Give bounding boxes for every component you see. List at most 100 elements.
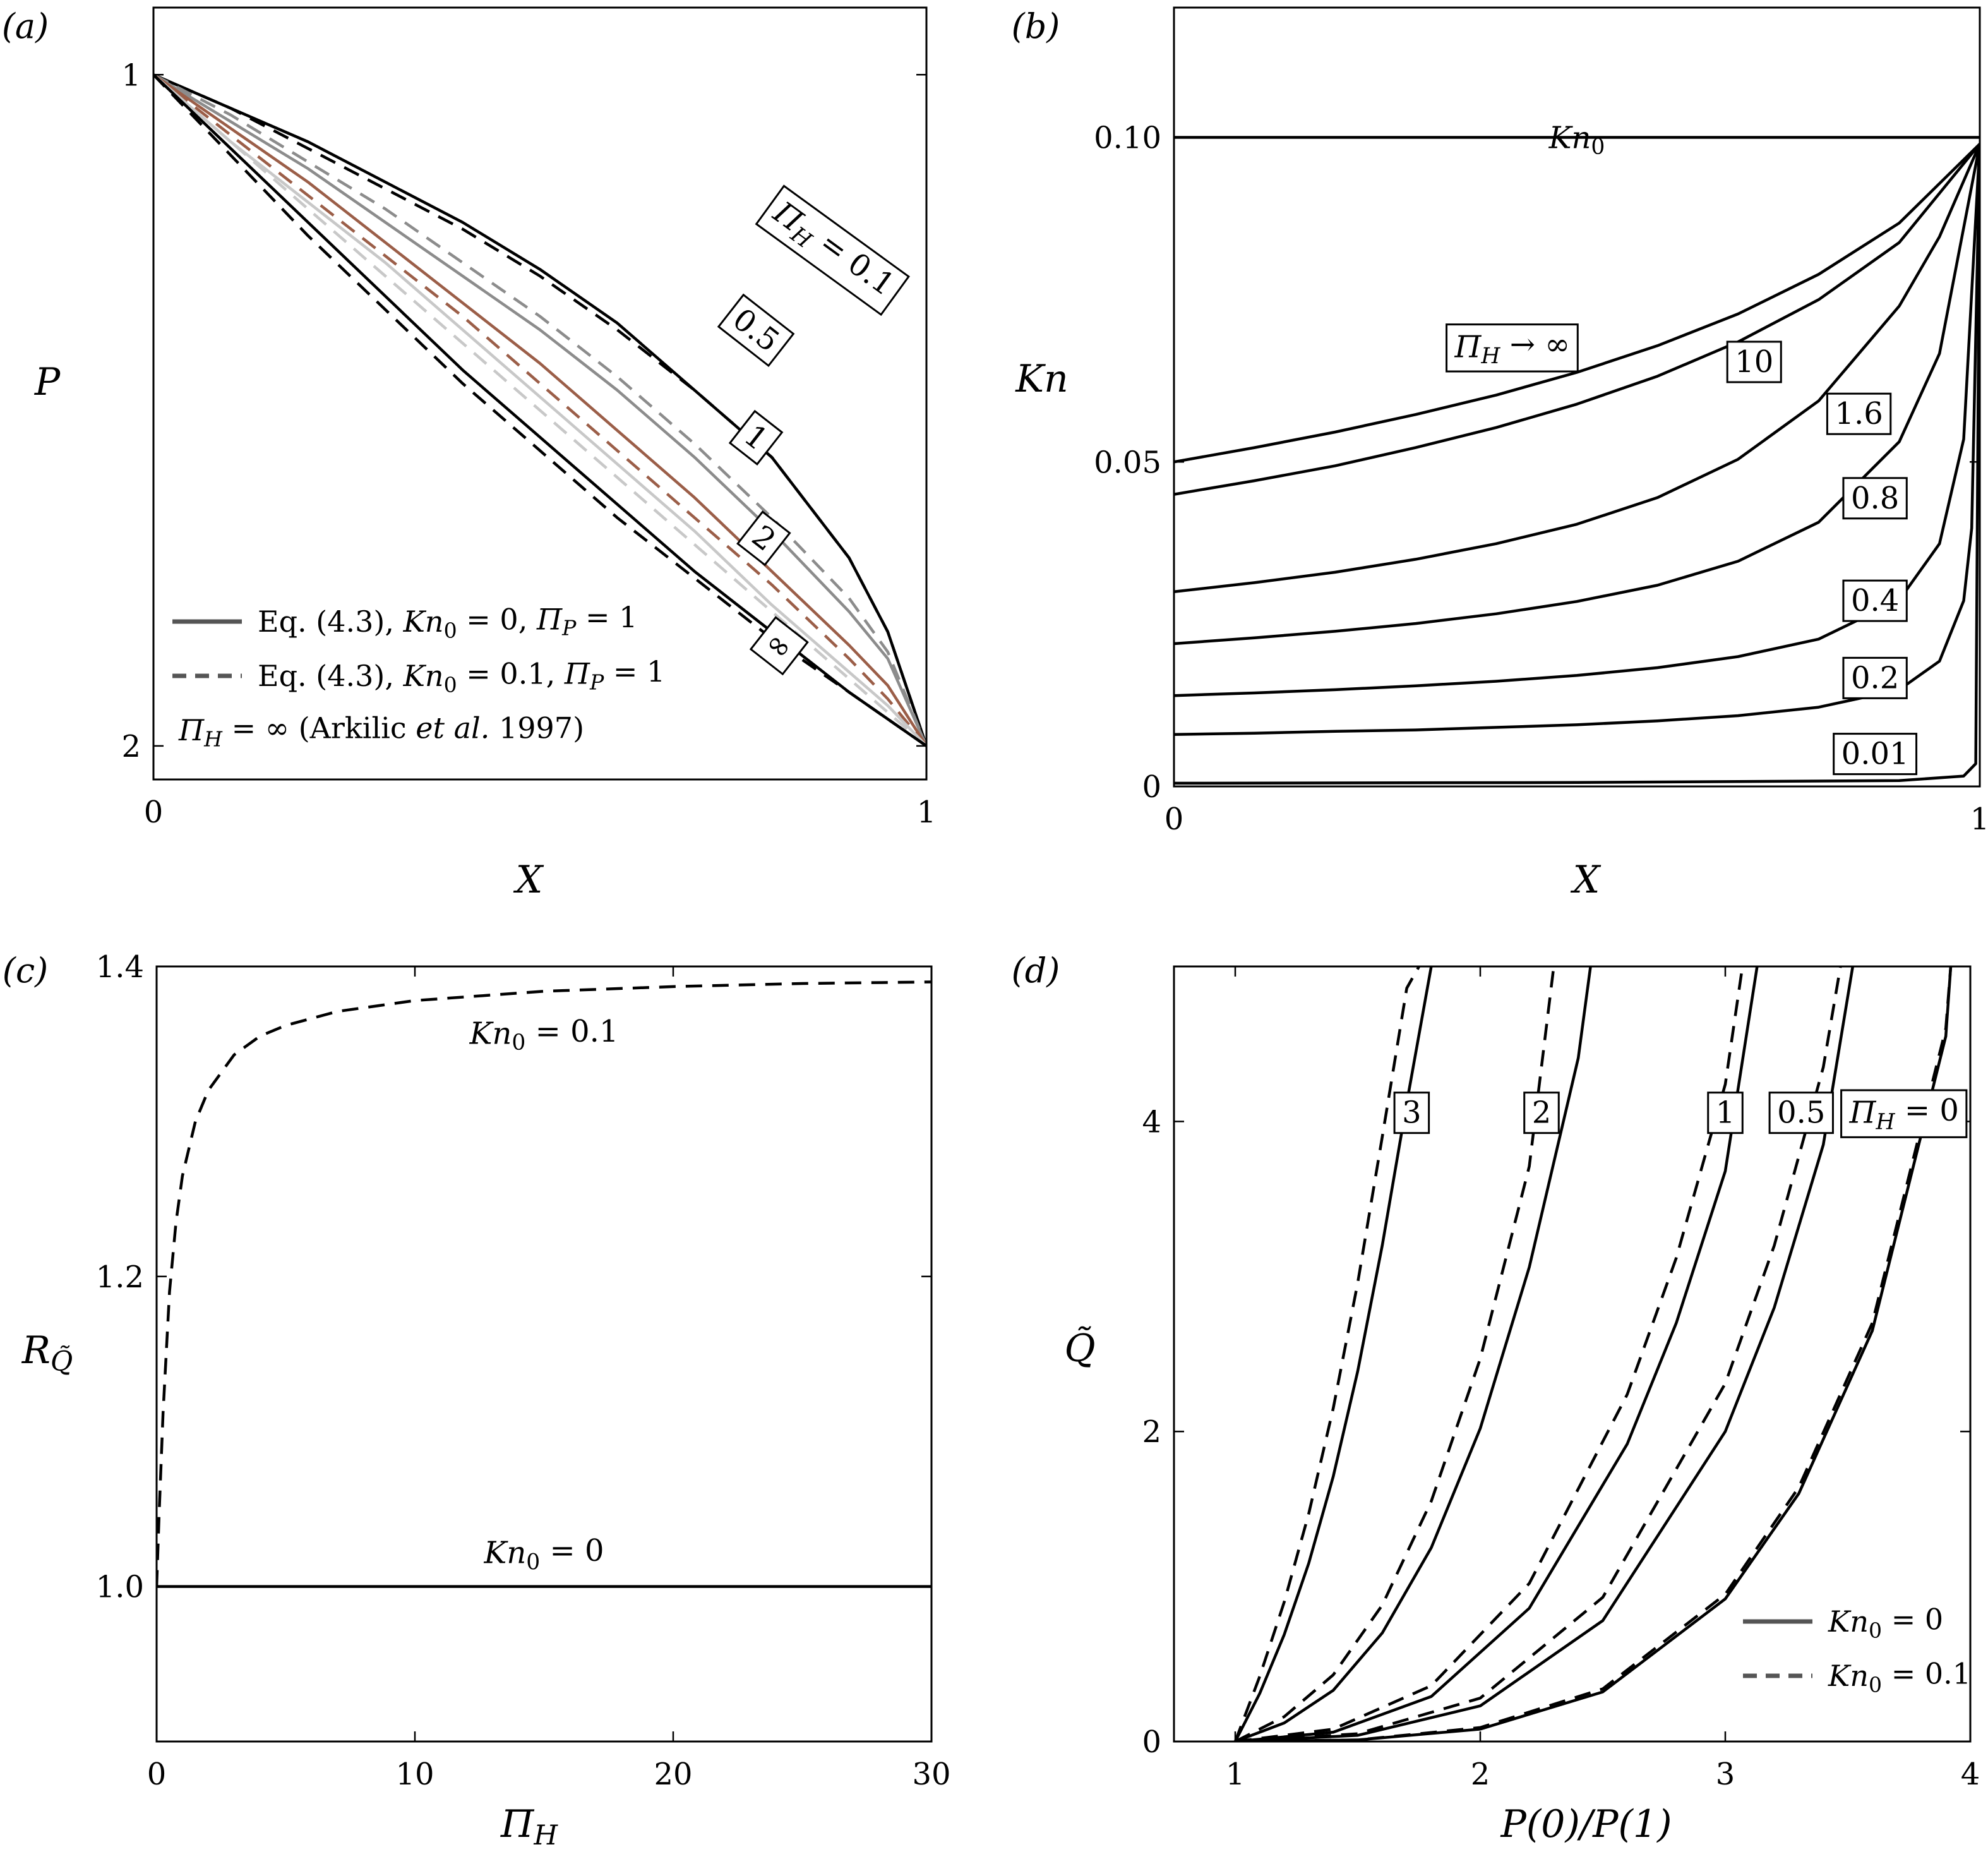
curve-label-text: 0.01 [1841,737,1909,772]
series-line-2 [1174,143,1980,496]
text-run: Kn [1828,1659,1869,1693]
x-tick-label: 0 [147,1757,167,1792]
curve-label-box [1726,340,1782,383]
text-run: 0 [444,672,457,697]
plot-frame [1173,965,1972,1743]
text-run: 2 [1532,1095,1552,1131]
curve-label: 0.5 [717,293,795,368]
curve-label: 2 [1523,1092,1560,1134]
text-run: Π [500,1802,535,1846]
curve-label-text: 10 [1735,344,1773,380]
text-run: P [34,360,61,404]
curve-label-text: 0.8 [1851,481,1899,516]
text-run: R [21,1328,51,1373]
legend-entry-text: ΠH = ∞ (Arkilic et al. 1997) [178,711,584,751]
text-run: = 1 [604,654,665,689]
curve-label: ΠH = 0 [1840,1089,1968,1138]
series-line-3 [1234,966,1555,1742]
text-run: = ∞ (Arkilic [222,711,416,745]
y-tick-label: 0.05 [1094,445,1161,480]
curve-label-text: ΠH = 0.1 [764,193,901,308]
y-tick-label: 1 [121,57,141,93]
curve-label-text: 1 [1716,1095,1735,1131]
text-run: 10 [1735,344,1773,380]
text-run: → ∞ [1500,327,1571,363]
y-axis-label: P [34,360,61,404]
curve-label-text: Kn0 = 0.1 [469,1014,619,1056]
x-tick-label: 20 [654,1757,692,1792]
series-line-2 [1235,966,1592,1742]
x-axis-label: P(0)/P(1) [1500,1802,1672,1846]
series-line-1 [153,73,926,747]
text-run: 0 [1869,1672,1882,1697]
text-run: = 0.1 [525,1014,618,1049]
legend-entry-text: Eq. (4.3), Kn0 = 0.1, ΠP = 1 [258,654,665,697]
series-line-7 [1235,966,1842,1742]
legend-entry-text: Kn0 = 0.1 [1828,1656,1971,1697]
y-axis-label: Kn [1015,357,1068,401]
panel-label: (a) [2,6,49,46]
text-run: P [561,616,577,641]
text-run: H [1875,1109,1895,1134]
curve-label-box [755,184,910,316]
y-tick-label: 4 [1142,1104,1161,1140]
x-axis-label: X [1571,858,1602,902]
series-line-6 [1235,966,1855,1742]
curve-label: Kn0 = 0 [483,1533,604,1575]
text-run: 0 [512,1030,525,1056]
text-run: X [1571,858,1602,902]
text-run: 0 [1591,135,1605,160]
series-line-2 [153,73,926,747]
series-line-1 [1233,966,1420,1742]
plot-frame [1173,6,1981,788]
text-run: 0 [444,618,457,642]
curve-label-text: Kn0 [1548,121,1605,160]
curve-label-text: 0.4 [1851,583,1899,618]
x-axis-label: ΠH [500,1802,558,1851]
text-run: Q̃ [1064,1326,1095,1371]
y-tick-label: 2 [1142,1414,1161,1450]
curve-label-box [736,510,791,567]
text-run: 1.6 [1835,396,1883,431]
curve-label-box [717,293,795,368]
series-line-5 [1235,966,1744,1742]
text-run: X [513,858,544,902]
x-tick-label: 3 [1716,1757,1735,1792]
plot-frame [155,965,933,1743]
y-axis-label: RQ̃ [21,1328,73,1378]
text-run: Eq. (4.3), [258,605,404,639]
text-run: H [1480,344,1500,369]
x-tick-label: 4 [1961,1757,1980,1792]
x-tick-label: 0 [1165,802,1184,837]
curve-label: Kn0 [1548,121,1605,160]
curve-label: 0.2 [1842,656,1908,699]
series-line-5 [1174,143,1980,697]
curve-label: ΠH = 0.1 [755,184,910,316]
series-line-6 [1174,143,1980,737]
series-line-0 [153,73,926,747]
series-line-0 [157,980,931,1587]
text-run: 0 [1869,1618,1882,1642]
series-group [1174,136,1980,785]
curve-label: Kn0 = 0.1 [469,1014,619,1056]
text-run: P [1500,1802,1528,1846]
curve-label: 0.01 [1833,733,1918,776]
text-run: 1 [1716,1095,1735,1131]
curve-label: 1 [1707,1092,1744,1134]
legend: Eq. (4.3), Kn0 = 0, ΠP = 1 Eq. (4.3), Kn0… [172,600,665,751]
text-run: Kn [1548,121,1591,156]
text-run: H [533,1820,558,1851]
y-tick-label: 1.0 [96,1570,144,1605]
curve-label: 10 [1726,340,1782,383]
series-line-6 [153,73,926,747]
curve-label-box [1707,1092,1744,1134]
legend-entry-text: Eq. (4.3), Kn0 = 0, ΠP = 1 [258,600,637,642]
text-run: 0 [526,1549,540,1575]
text-run: 0.4 [1851,583,1899,618]
text-run: Π [564,656,590,690]
curve-label: 1.6 [1826,392,1892,435]
